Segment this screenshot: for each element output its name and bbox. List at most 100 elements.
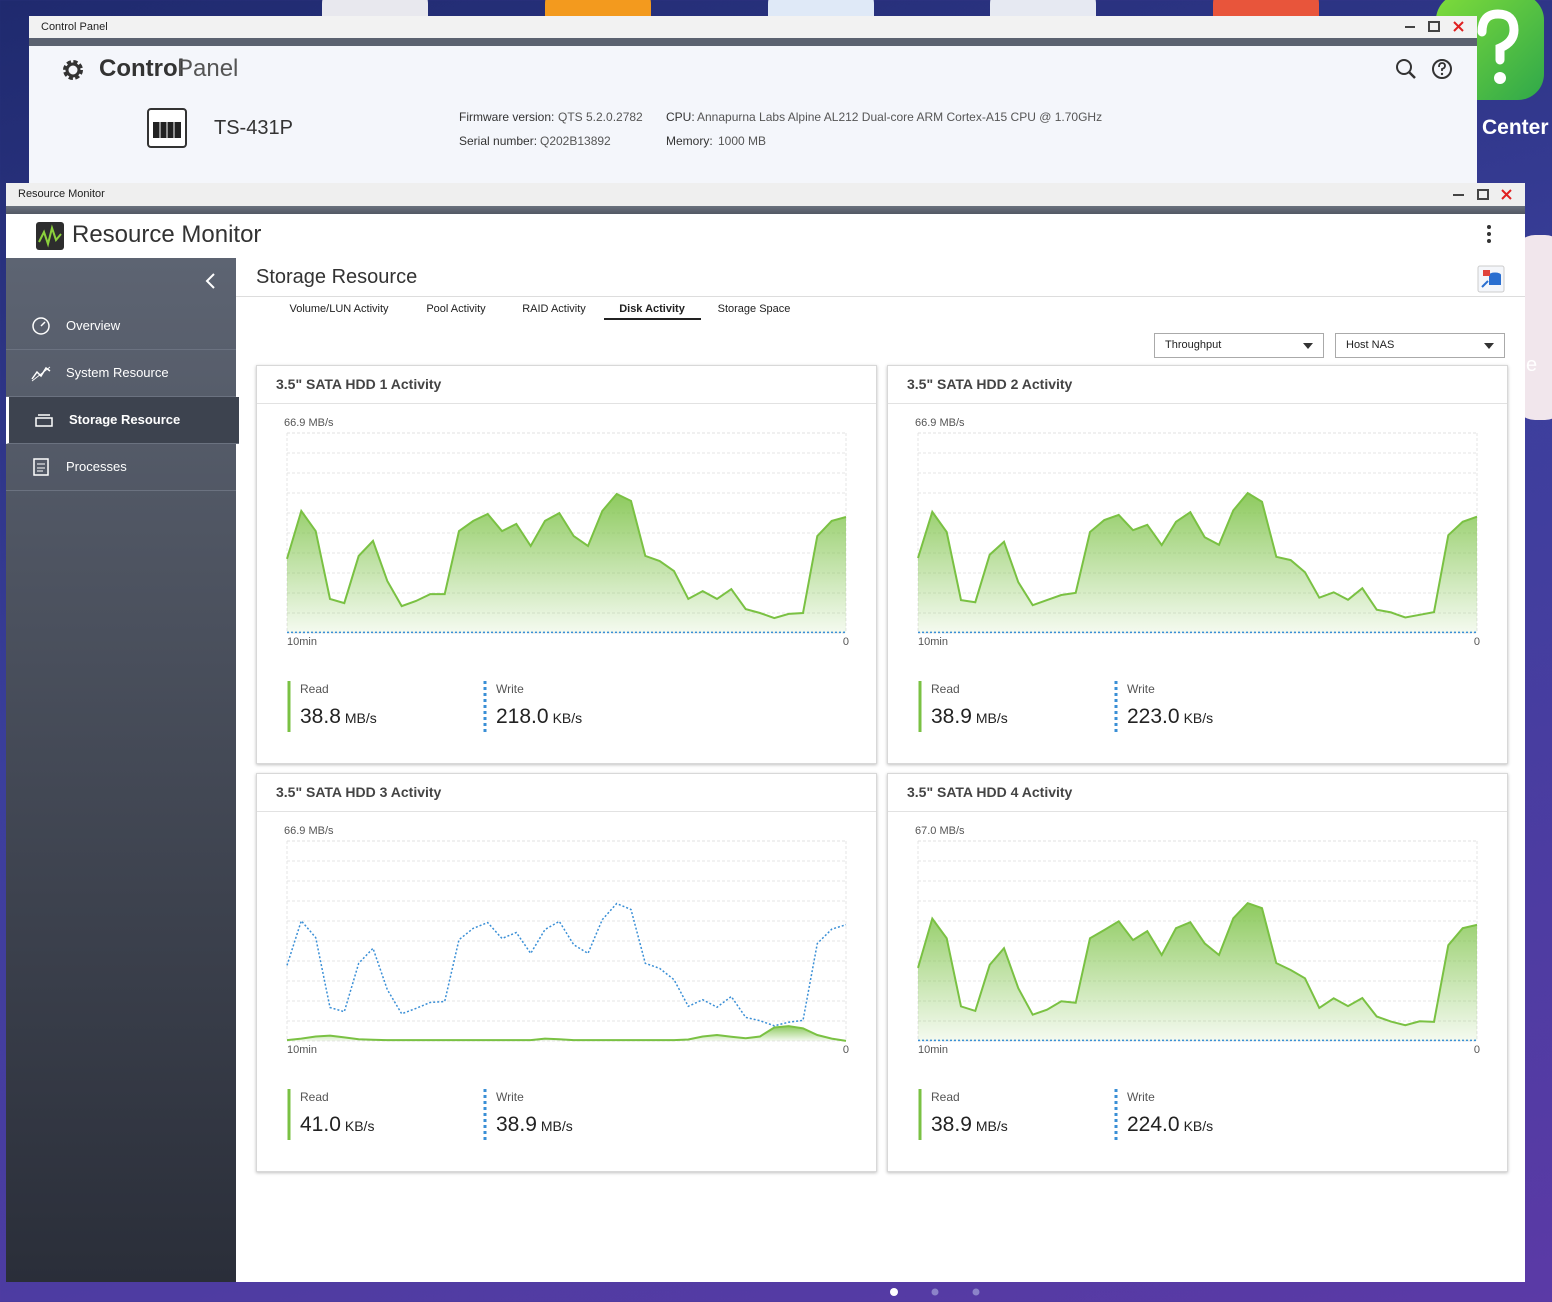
read-legend-label: Read: [931, 682, 960, 696]
x-end-label: 0: [843, 1044, 849, 1056]
desktop-label[interactable]: Center: [1482, 116, 1549, 140]
nav-icon: [34, 410, 54, 430]
x-start-label: 10min: [287, 1044, 317, 1056]
x-end-label: 0: [1474, 636, 1480, 648]
info-label: Serial number:: [459, 134, 537, 148]
title-bar: Control Panel: [29, 16, 1477, 38]
read-legend-label: Read: [300, 1090, 329, 1104]
read-current-unit: KB/s: [345, 1118, 375, 1134]
read-current-value: 38.9: [931, 705, 972, 728]
write-current-value: 218.0: [496, 705, 549, 728]
read-current-unit: MB/s: [976, 710, 1008, 726]
nav-item[interactable]: System Resource: [6, 350, 236, 397]
title-band: [29, 38, 1477, 46]
write-current: 38.9MB/s: [496, 1113, 573, 1137]
tab[interactable]: Volume/LUN Activity: [289, 303, 388, 315]
read-area: [287, 494, 846, 633]
write-current-unit: KB/s: [1184, 1118, 1214, 1134]
write-legend-label: Write: [496, 682, 524, 696]
nav-label: System Resource: [66, 365, 169, 380]
read-legend-label: Read: [300, 682, 329, 696]
write-current-unit: KB/s: [553, 710, 583, 726]
disk-panel: 3.5" SATA HDD 1 Activity66.9 MB/s10min0R…: [256, 365, 877, 764]
read-current: 38.9MB/s: [931, 1113, 1008, 1137]
help-glyph: [1470, 8, 1520, 88]
window-title: Control Panel: [41, 21, 108, 33]
window-title: Resource Monitor: [18, 188, 105, 200]
info-label: CPU:: [666, 110, 695, 124]
header-icons[interactable]: [1395, 58, 1455, 82]
x-start-label: 10min: [287, 636, 317, 648]
nav-label: Processes: [66, 459, 127, 474]
desktop-label[interactable]: e: [1526, 354, 1537, 377]
y-tick-label: 66.9 MB/s: [284, 417, 334, 429]
info-value: 1000 MB: [718, 134, 766, 148]
info-label: Firmware version:: [459, 110, 554, 124]
info-label: Memory:: [666, 134, 713, 148]
nav-item[interactable]: Storage Resource: [6, 397, 239, 444]
x-start-label: 10min: [918, 636, 948, 648]
disk-panel: 3.5" SATA HDD 4 Activity67.0 MB/s10min0R…: [887, 773, 1508, 1172]
dropdown[interactable]: Throughput: [1154, 333, 1324, 358]
nav-label: Storage Resource: [69, 412, 180, 427]
window-buttons[interactable]: [1401, 20, 1471, 34]
write-current: 218.0KB/s: [496, 705, 582, 729]
nas-icon: [147, 108, 187, 148]
dropdown[interactable]: Host NAS: [1335, 333, 1505, 358]
resource-monitor-window: Resource Monitor Resource Monitor Overvi…: [6, 183, 1525, 1282]
dropdown-label: Throughput: [1165, 339, 1221, 351]
y-tick-label: 67.0 MB/s: [915, 825, 965, 837]
control-panel-window: Control Panel Control Panel TS-431P Firm…: [29, 16, 1477, 183]
dropdown-arrow: [1303, 343, 1313, 349]
tab[interactable]: Storage Space: [718, 303, 791, 315]
write-current: 224.0KB/s: [1127, 1113, 1213, 1137]
sidebar: Overview System Resource Storage Resource P…: [6, 258, 236, 1282]
page-dots[interactable]: [880, 1284, 990, 1300]
read-legend-label: Read: [931, 1090, 960, 1104]
read-current-unit: MB/s: [976, 1118, 1008, 1134]
x-end-label: 0: [843, 636, 849, 648]
write-current: 223.0KB/s: [1127, 705, 1213, 729]
window-buttons[interactable]: [1450, 188, 1520, 202]
app-title-light: Panel: [177, 55, 238, 83]
chart: [257, 774, 876, 1171]
write-current-value: 224.0: [1127, 1113, 1180, 1136]
collapse-button[interactable]: [204, 272, 218, 290]
dropdown-label: Host NAS: [1346, 339, 1394, 351]
y-tick-label: 66.9 MB/s: [284, 825, 334, 837]
app-title: Resource Monitor: [72, 221, 261, 249]
nav-item[interactable]: Overview: [6, 303, 236, 350]
dropdown-arrow: [1484, 343, 1494, 349]
read-current-value: 38.9: [931, 1113, 972, 1136]
read-current: 41.0KB/s: [300, 1113, 374, 1137]
write-line: [287, 904, 846, 1026]
section-title: Storage Resource: [256, 266, 417, 289]
tab[interactable]: RAID Activity: [522, 303, 586, 315]
info-value: Q202B13892: [540, 134, 611, 148]
gear-icon: [60, 57, 86, 83]
read-current-value: 41.0: [300, 1113, 341, 1136]
read-current: 38.9MB/s: [931, 705, 1008, 729]
app-title-bold: Control: [99, 55, 184, 83]
write-current-value: 38.9: [496, 1113, 537, 1136]
read-area: [918, 903, 1477, 1041]
write-current-unit: KB/s: [1184, 710, 1214, 726]
more-menu[interactable]: [1484, 223, 1494, 245]
nav-item[interactable]: Processes: [6, 444, 236, 491]
tab[interactable]: Pool Activity: [426, 303, 485, 315]
title-bar: Resource Monitor: [6, 183, 1525, 206]
nav-label: Overview: [66, 318, 120, 333]
info-value: Annapurna Labs Alpine AL212 Dual-core AR…: [697, 110, 1102, 124]
write-legend-label: Write: [496, 1090, 524, 1104]
disk-panel: 3.5" SATA HDD 3 Activity66.9 MB/s10min0R…: [256, 773, 877, 1172]
write-current-value: 223.0: [1127, 705, 1180, 728]
write-legend-label: Write: [1127, 682, 1155, 696]
read-area: [918, 493, 1477, 633]
storage-icon[interactable]: [1477, 265, 1505, 293]
nav-icon: [31, 363, 51, 383]
write-legend-label: Write: [1127, 1090, 1155, 1104]
title-band: [6, 206, 1525, 214]
chart: [257, 366, 876, 763]
tab[interactable]: Disk Activity: [619, 303, 685, 315]
